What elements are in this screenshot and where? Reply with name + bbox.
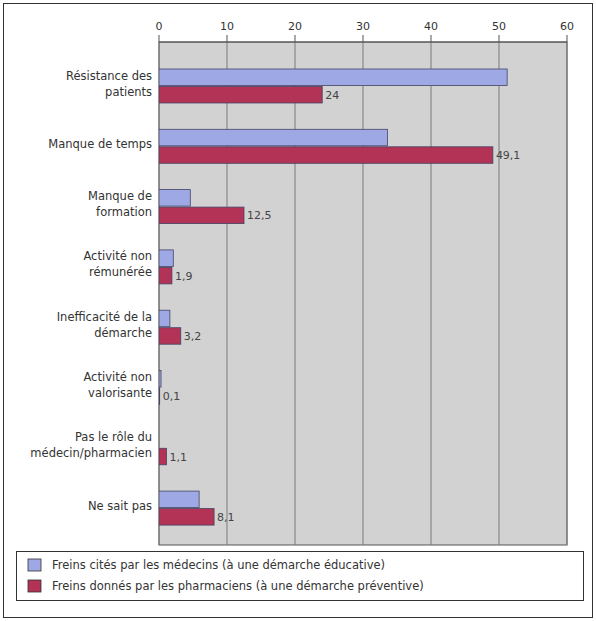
category-label-line: Résistance des <box>66 69 152 83</box>
tick-mark <box>159 35 160 42</box>
bar <box>159 190 190 207</box>
data-label: 1,1 <box>169 451 187 464</box>
bar <box>159 207 244 224</box>
category-label-line: rémunérée <box>89 265 152 279</box>
category-label-line: Manque de temps <box>48 137 152 151</box>
category-label: Résistance des patients <box>66 69 152 99</box>
legend-label: Freins cités par les médecins (à une dém… <box>52 558 385 572</box>
bar <box>159 388 160 405</box>
bar <box>159 509 214 525</box>
category-label: Activité non rémunérée <box>83 249 152 279</box>
category-label-line: formation <box>96 205 152 219</box>
bar <box>159 448 166 465</box>
bar <box>159 69 507 86</box>
legend: Freins cités par les médecins (à une dém… <box>17 552 584 601</box>
tick-label: 60 <box>560 20 574 33</box>
tick-mark <box>567 35 568 42</box>
bar <box>159 147 493 164</box>
tick-label: 10 <box>220 20 234 33</box>
data-label: 0,1 <box>163 390 181 403</box>
tick-mark <box>431 35 432 42</box>
bars <box>159 69 507 525</box>
bar <box>159 371 161 388</box>
category-label-line: valorisante <box>88 386 152 400</box>
category-label-line: démarche <box>94 326 152 340</box>
tick-label: 50 <box>492 20 506 33</box>
grid-line <box>567 42 568 545</box>
tick-label: 30 <box>356 20 370 33</box>
category-label: Manque de temps <box>48 137 152 151</box>
category-label: Ne sait pas <box>88 499 152 513</box>
grid-line <box>431 42 432 545</box>
bar <box>159 129 387 146</box>
data-label: 8,1 <box>217 511 235 524</box>
legend-box <box>17 552 584 601</box>
tick-mark <box>363 35 364 42</box>
data-label: 3,2 <box>184 330 202 343</box>
category-label-line: Activité non <box>83 370 152 384</box>
category-label-line: Manque de <box>88 189 152 203</box>
tick-label: 0 <box>156 20 163 33</box>
tick-mark <box>227 35 228 42</box>
category-label-line: Ne sait pas <box>88 499 152 513</box>
tick-label: 40 <box>424 20 438 33</box>
chart: 0 10 20 30 40 50 60 24 49,1 12,5 1,9 3,2 0,1 1,1 8,1 Ré… <box>0 0 596 621</box>
category-label: Activité non valorisante <box>83 370 152 400</box>
category-label-line: Pas le rôle du <box>75 430 152 444</box>
category-label-line: médecin/pharmacien <box>30 446 152 460</box>
category-label-line: Inefficacité de la <box>57 310 152 324</box>
bar <box>159 310 170 327</box>
data-label: 49,1 <box>496 149 521 162</box>
data-label: 12,5 <box>247 209 272 222</box>
legend-swatch <box>28 580 41 592</box>
frame <box>4 4 593 618</box>
data-label: 1,9 <box>175 270 193 283</box>
bar <box>159 328 181 345</box>
bar <box>159 267 172 284</box>
category-label: Manque de formation <box>88 189 152 219</box>
grid-line <box>499 42 500 545</box>
category-label-line: patients <box>105 85 152 99</box>
category-label: Inefficacité de la démarche <box>57 310 152 340</box>
labels: 24 49,1 12,5 1,9 3,2 0,1 1,1 8,1 <box>163 89 521 524</box>
plot-area <box>159 42 567 545</box>
category-label: Pas le rôle du médecin/pharmacien <box>30 430 152 460</box>
grid-line <box>363 42 364 545</box>
grid-line <box>159 42 160 545</box>
tick-label: 20 <box>288 20 302 33</box>
bar <box>159 250 173 267</box>
grid-line <box>295 42 296 545</box>
bar <box>159 491 199 508</box>
axis-line <box>159 42 567 43</box>
grid-line <box>227 42 228 545</box>
tick-mark <box>499 35 500 42</box>
bar <box>159 87 322 104</box>
legend-label: Freins donnés par les pharmaciens (à une… <box>52 579 424 593</box>
data-label: 24 <box>325 89 339 102</box>
tick-mark <box>295 35 296 42</box>
legend-swatch <box>28 559 41 571</box>
category-label-line: Activité non <box>83 249 152 263</box>
